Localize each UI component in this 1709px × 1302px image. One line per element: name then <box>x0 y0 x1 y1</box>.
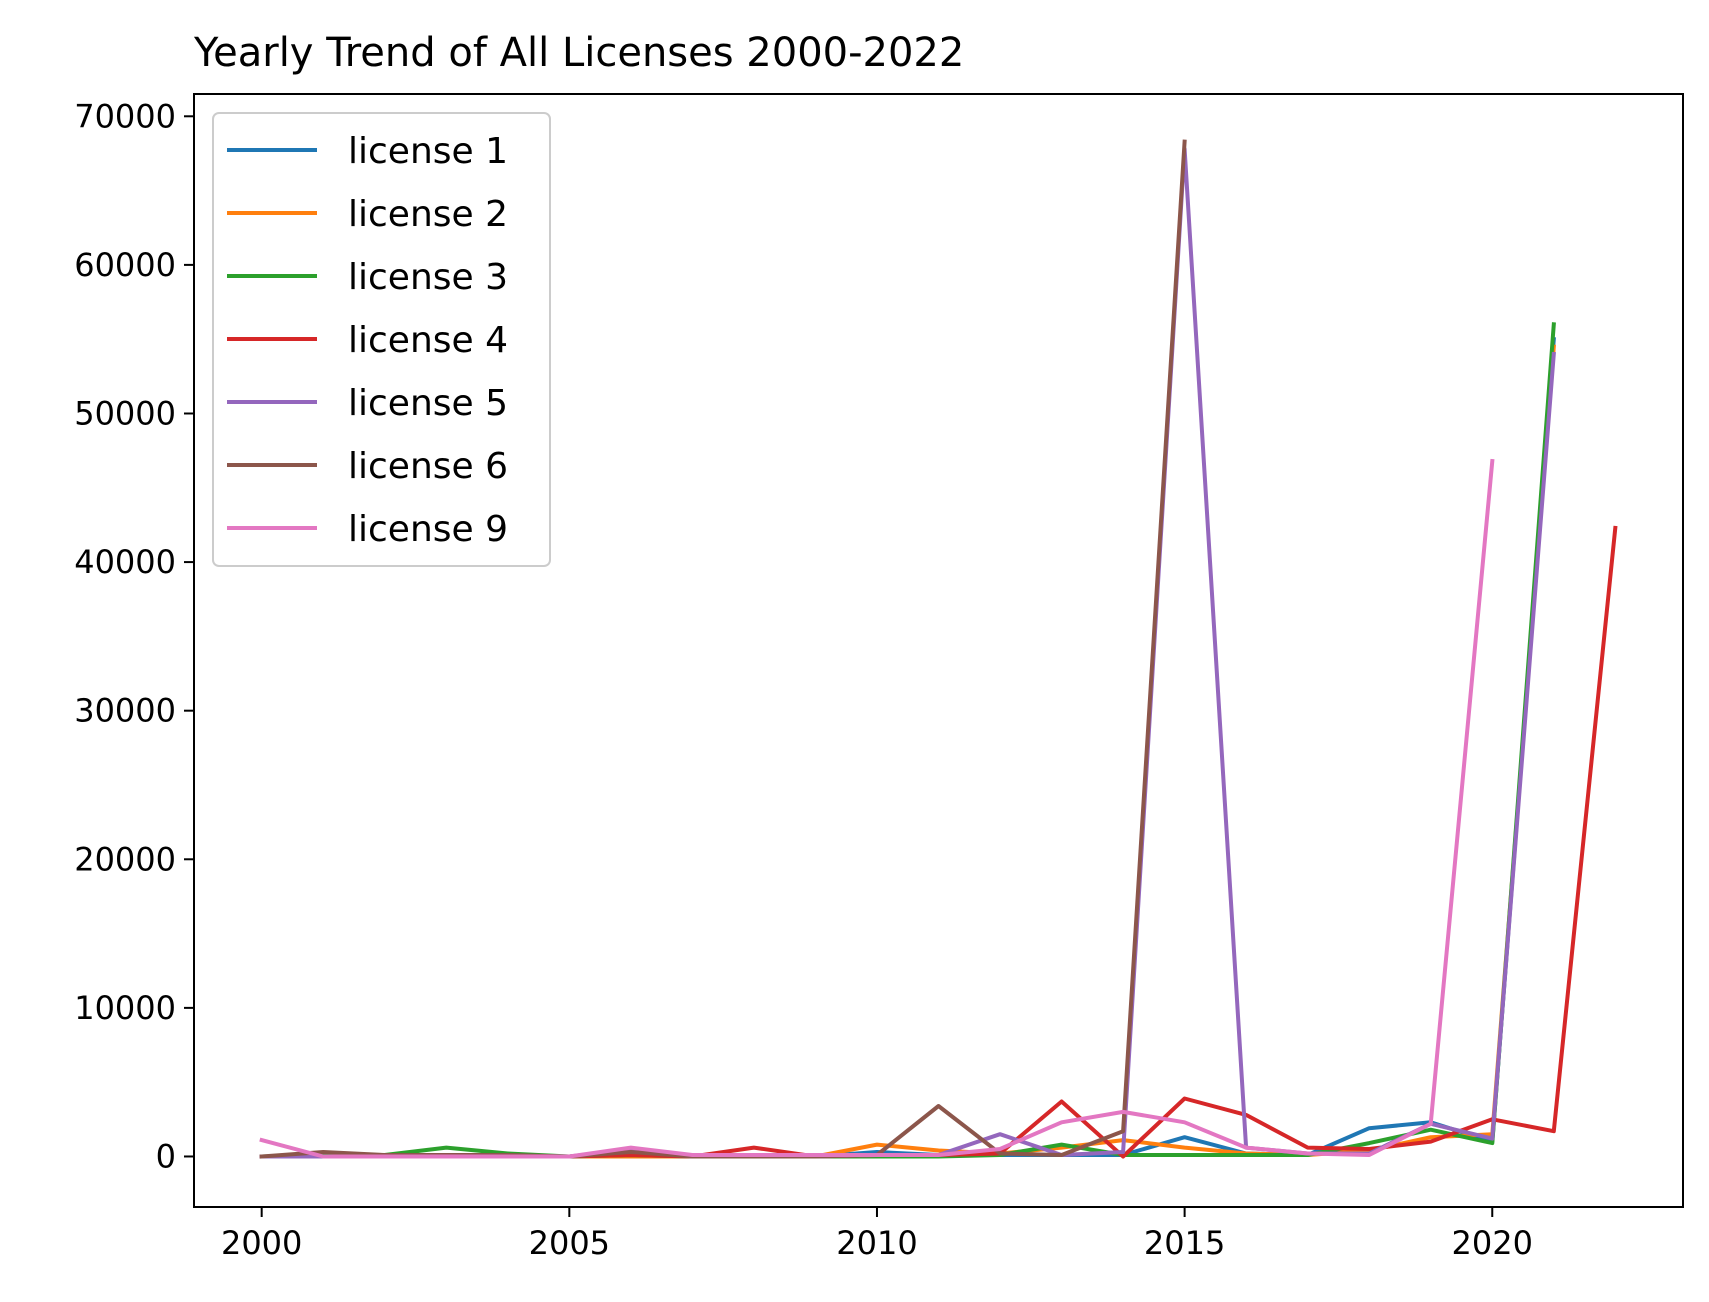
legend-label: license 6 <box>348 446 508 487</box>
axis-ticks: 2000 2005 2010 2015 2020 0 10000 20000 30000 4000… <box>74 97 1533 1262</box>
x-tick-label: 2005 <box>529 1224 610 1262</box>
legend-label: license 4 <box>348 320 508 361</box>
legend-label: license 9 <box>348 509 508 550</box>
x-tick-label: 2000 <box>221 1224 302 1262</box>
plot-area <box>259 139 1618 1159</box>
x-tick-label: 2020 <box>1452 1224 1533 1262</box>
y-tick-label: 50000 <box>74 394 176 432</box>
legend-label: license 3 <box>348 257 508 298</box>
legend-label: license 5 <box>348 383 508 424</box>
legend-label: license 2 <box>348 194 508 235</box>
y-tick-label: 60000 <box>74 246 176 284</box>
legend-box <box>212 112 551 567</box>
y-tick-label: 20000 <box>74 840 176 878</box>
y-tick-label: 70000 <box>74 97 176 135</box>
legend-label: license 1 <box>348 131 508 172</box>
y-tick-label: 10000 <box>74 989 176 1027</box>
legend: license 1 license 2 license 3 license 4 lice… <box>212 112 551 567</box>
x-tick-label: 2015 <box>1144 1224 1225 1262</box>
y-tick-label: 40000 <box>74 543 176 581</box>
axes-frame <box>193 93 1684 1208</box>
y-tick-label: 0 <box>156 1137 176 1175</box>
series-line-7 <box>259 458 1495 1159</box>
chart-title: Yearly Trend of All Licenses 2000-2022 <box>193 30 964 76</box>
y-tick-label: 30000 <box>74 692 176 730</box>
x-tick-label: 2010 <box>836 1224 917 1262</box>
